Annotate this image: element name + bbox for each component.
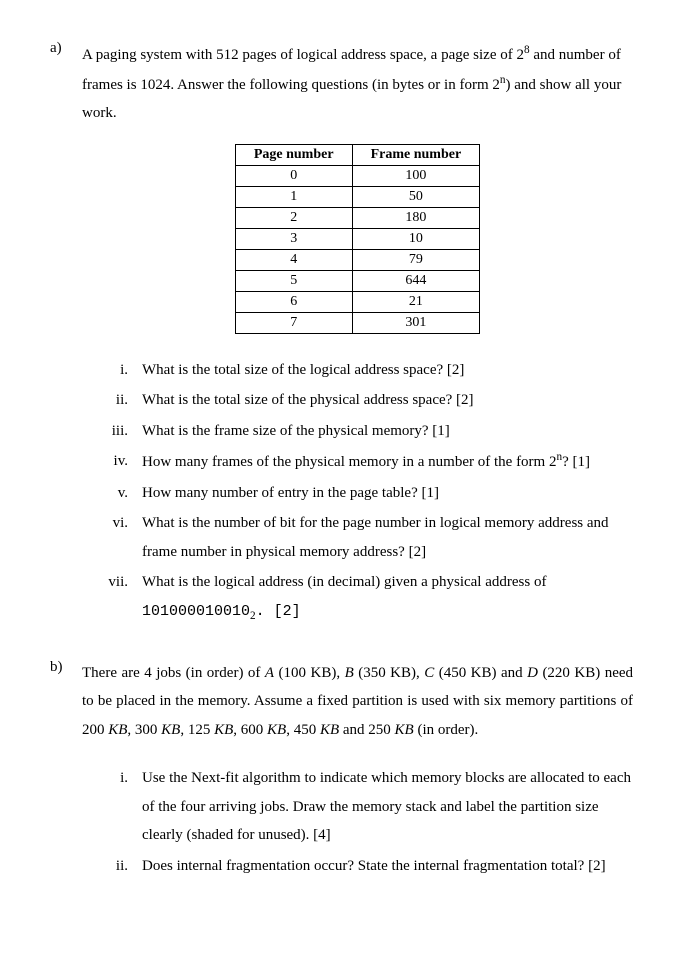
question-b-subitems: i. Use the Next-fit algorithm to indicat… xyxy=(82,764,633,880)
item-text: What is the logical address (in decimal)… xyxy=(142,568,633,627)
list-item: iii. What is the frame size of the physi… xyxy=(82,417,633,446)
item-label: i. xyxy=(82,356,142,385)
table-cell: 301 xyxy=(352,312,480,333)
text: , 300 xyxy=(127,722,161,738)
question-a: a) A paging system with 512 pages of log… xyxy=(50,40,633,629)
unit: KB xyxy=(395,722,414,738)
list-item: v. How many number of entry in the page … xyxy=(82,479,633,508)
text: (350 KB), xyxy=(354,665,425,681)
text: (in order). xyxy=(414,722,479,738)
table-cell: 7 xyxy=(235,312,352,333)
text: There are 4 jobs (in order) of xyxy=(82,665,265,681)
list-item: ii. What is the total size of the physic… xyxy=(82,386,633,415)
code-text: 101000010010 xyxy=(142,603,250,620)
unit: KB xyxy=(214,722,233,738)
text: , 125 xyxy=(180,722,214,738)
question-a-label: a) xyxy=(50,40,82,629)
text: ? [1] xyxy=(562,454,590,470)
question-b: b) There are 4 jobs (in order) of A (100… xyxy=(50,659,633,883)
question-a-subitems: i. What is the total size of the logical… xyxy=(82,356,633,627)
table-row: 621 xyxy=(235,291,479,312)
item-text: How many number of entry in the page tab… xyxy=(142,479,633,508)
table-cell: 10 xyxy=(352,228,480,249)
list-item: iv. How many frames of the physical memo… xyxy=(82,447,633,477)
item-label: v. xyxy=(82,479,142,508)
question-b-label: b) xyxy=(50,659,82,883)
var: B xyxy=(345,665,354,681)
unit: KB xyxy=(320,722,339,738)
text: (100 KB), xyxy=(274,665,345,681)
list-item: i. Use the Next-fit algorithm to indicat… xyxy=(82,764,633,850)
var: A xyxy=(265,665,274,681)
text: What is the logical address (in decimal)… xyxy=(142,574,546,590)
item-label: iv. xyxy=(82,447,142,477)
table-row: 310 xyxy=(235,228,479,249)
text: How many frames of the physical memory i… xyxy=(142,454,556,470)
list-item: vi. What is the number of bit for the pa… xyxy=(82,509,633,566)
table-row: 2180 xyxy=(235,207,479,228)
table-cell: 0 xyxy=(235,165,352,186)
question-a-body: A paging system with 512 pages of logica… xyxy=(82,40,633,629)
text: and 250 xyxy=(339,722,394,738)
question-a-intro: A paging system with 512 pages of logica… xyxy=(82,40,633,128)
item-text: How many frames of the physical memory i… xyxy=(142,447,633,477)
question-b-intro: There are 4 jobs (in order) of A (100 KB… xyxy=(82,659,633,745)
item-label: iii. xyxy=(82,417,142,446)
item-text: What is the frame size of the physical m… xyxy=(142,417,633,446)
item-label: ii. xyxy=(82,386,142,415)
table-cell: 79 xyxy=(352,249,480,270)
page: a) A paging system with 512 pages of log… xyxy=(0,0,683,962)
item-text: Does internal fragmentation occur? State… xyxy=(142,852,633,881)
item-text: What is the total size of the physical a… xyxy=(142,386,633,415)
item-label: vii. xyxy=(82,568,142,627)
table-cell: 4 xyxy=(235,249,352,270)
table-row: 479 xyxy=(235,249,479,270)
table-header: Frame number xyxy=(352,144,480,165)
table-cell: 180 xyxy=(352,207,480,228)
table-cell: 1 xyxy=(235,186,352,207)
text: (450 KB) and xyxy=(434,665,527,681)
table-row: 5644 xyxy=(235,270,479,291)
question-b-body: There are 4 jobs (in order) of A (100 KB… xyxy=(82,659,633,883)
list-item: i. What is the total size of the logical… xyxy=(82,356,633,385)
table-cell: 21 xyxy=(352,291,480,312)
table-row: 7301 xyxy=(235,312,479,333)
table-cell: 6 xyxy=(235,291,352,312)
text: A paging system with 512 pages of logica… xyxy=(82,47,524,63)
item-text: Use the Next-fit algorithm to indicate w… xyxy=(142,764,633,850)
text: . [2] xyxy=(256,603,301,620)
text: , 450 xyxy=(286,722,320,738)
unit: KB xyxy=(161,722,180,738)
table-cell: 3 xyxy=(235,228,352,249)
table-row: 150 xyxy=(235,186,479,207)
table-cell: 50 xyxy=(352,186,480,207)
var: D xyxy=(527,665,538,681)
item-label: ii. xyxy=(82,852,142,881)
list-item: vii. What is the logical address (in dec… xyxy=(82,568,633,627)
unit: KB xyxy=(108,722,127,738)
var: C xyxy=(424,665,434,681)
table-cell: 644 xyxy=(352,270,480,291)
table-header: Page number xyxy=(235,144,352,165)
item-text: What is the number of bit for the page n… xyxy=(142,509,633,566)
text: , 600 xyxy=(233,722,267,738)
table-header-row: Page number Frame number xyxy=(235,144,479,165)
page-table: Page number Frame number 0100 150 2180 3… xyxy=(235,144,480,334)
item-text: What is the total size of the logical ad… xyxy=(142,356,633,385)
item-label: vi. xyxy=(82,509,142,566)
list-item: ii. Does internal fragmentation occur? S… xyxy=(82,852,633,881)
unit: KB xyxy=(267,722,286,738)
item-label: i. xyxy=(82,764,142,850)
table-cell: 5 xyxy=(235,270,352,291)
table-row: 0100 xyxy=(235,165,479,186)
table-cell: 2 xyxy=(235,207,352,228)
table-cell: 100 xyxy=(352,165,480,186)
